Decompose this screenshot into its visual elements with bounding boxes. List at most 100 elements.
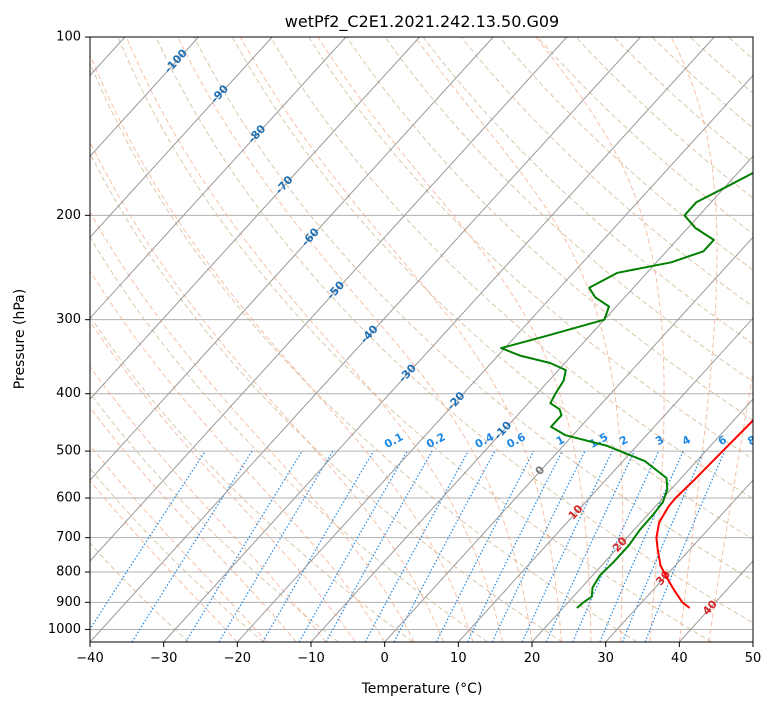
mixing-ratio-line xyxy=(298,450,408,642)
moist-adiabat xyxy=(125,37,503,642)
isotherm xyxy=(90,37,641,642)
mixing-ratio-line xyxy=(466,450,563,642)
x-tick-label: 0 xyxy=(381,651,389,666)
x-tick-label: 50 xyxy=(745,651,762,666)
dry-adiabat xyxy=(117,37,712,642)
mixing-ratio-label: 2 xyxy=(617,433,630,448)
x-tick-label: −30 xyxy=(150,651,177,666)
pressure-gridlines xyxy=(90,37,753,630)
isotherm xyxy=(531,398,753,642)
dry-adiabat xyxy=(90,467,264,642)
y-tick-label: 700 xyxy=(56,530,81,545)
mixing-ratio-label: 10 xyxy=(764,431,775,450)
isotherms xyxy=(90,37,753,642)
moist-adiabat xyxy=(90,365,327,642)
y-tick-label: 400 xyxy=(56,386,81,401)
mixing-ratio-line xyxy=(572,450,660,642)
mixing-ratio-line xyxy=(90,450,206,631)
x-tick-label: −10 xyxy=(297,651,324,666)
x-tick-label: 40 xyxy=(671,651,688,666)
dry-adiabat xyxy=(90,61,638,642)
x-axis-label: Temperature (°C) xyxy=(361,681,483,697)
moist-adiabat xyxy=(90,269,386,642)
mixing-ratio-label: 4 xyxy=(680,433,693,448)
moist-adiabat xyxy=(90,211,415,642)
mixing-ratio-label: 0.1 xyxy=(382,430,405,451)
mixing-ratio-line xyxy=(621,450,705,642)
y-tick-label: 100 xyxy=(56,30,81,45)
y-tick-label: 300 xyxy=(56,312,81,327)
mixing-ratio-line xyxy=(599,450,684,642)
temperature-profile-line xyxy=(655,418,753,609)
mixing-ratio-line xyxy=(218,450,334,642)
moist-adiabat xyxy=(708,368,753,642)
dry-adiabat xyxy=(90,235,488,642)
dry-adiabat xyxy=(193,37,753,582)
dry-adiabat xyxy=(90,315,414,642)
mixing-ratio-line xyxy=(364,450,469,642)
isotherm xyxy=(457,317,753,642)
y-tick-label: 200 xyxy=(56,208,81,223)
y-axis-ticks: 100 200 300 400 500 600 700 800 900 1000 xyxy=(48,30,90,637)
mixing-ratio-line xyxy=(521,450,613,642)
moist-adiabat xyxy=(90,480,238,642)
moist-adiabat xyxy=(90,444,268,642)
dry-adiabat xyxy=(767,37,775,642)
dry-adiabat xyxy=(575,37,753,199)
moist-adiabat xyxy=(90,52,474,642)
isotherm xyxy=(90,37,347,319)
dry-adiabat xyxy=(90,542,190,642)
mixing-ratio-line xyxy=(185,450,303,642)
isotherm xyxy=(90,37,494,481)
dry-adiabat xyxy=(384,37,753,383)
dry-adiabat xyxy=(422,37,753,345)
chart-title: wetPf2_C2E1.2021.242.13.50.G09 xyxy=(285,12,559,32)
mixing-ratio-label: 3 xyxy=(653,433,666,448)
mixing-ratio-line xyxy=(545,450,635,642)
moist-adiabat xyxy=(90,320,356,642)
mixing-ratio-line xyxy=(262,450,375,642)
y-axis-label: Pressure (hPa) xyxy=(12,289,28,389)
y-tick-label: 500 xyxy=(56,444,81,459)
mixing-ratio-lines xyxy=(90,450,726,642)
moist-adiabat xyxy=(177,37,533,642)
x-axis-ticks: −40 −30 −20 −10 0 10 20 30 40 50 xyxy=(76,642,761,666)
moist-adiabat xyxy=(414,37,624,642)
isotherm xyxy=(310,155,753,642)
x-tick-label: −40 xyxy=(76,651,103,666)
mixing-ratio-line xyxy=(131,450,253,642)
x-tick-label: 20 xyxy=(524,651,541,666)
dry-adiabat xyxy=(90,392,339,642)
isotherm xyxy=(384,236,753,642)
y-tick-label: 1000 xyxy=(48,622,81,637)
moist-adiabat xyxy=(670,37,718,642)
isotherm xyxy=(605,479,753,642)
x-tick-label: −20 xyxy=(224,651,251,666)
plot-area: -100-90-80-70-60-50-40-30-20-10010203040… xyxy=(90,37,775,642)
isotherm xyxy=(90,37,199,158)
dry-adiabat xyxy=(613,37,753,164)
moist-adiabat xyxy=(535,37,665,642)
mixing-ratio-line xyxy=(435,450,535,642)
dry-adiabat xyxy=(346,37,753,421)
mixing-ratio-line xyxy=(393,450,496,642)
y-tick-label: 900 xyxy=(56,595,81,610)
x-tick-label: 10 xyxy=(450,651,467,666)
moist-adiabat xyxy=(317,37,592,642)
isotherm xyxy=(90,37,273,238)
moist-adiabat xyxy=(90,406,297,642)
y-tick-label: 600 xyxy=(56,491,81,506)
dry-adiabat xyxy=(231,37,753,540)
dry-adiabat xyxy=(460,37,753,308)
dry-adiabat xyxy=(689,37,753,94)
moist-adiabat xyxy=(240,37,562,642)
moist-adiabats xyxy=(90,37,753,642)
dry-adiabat xyxy=(537,37,753,235)
mixing-ratio-line xyxy=(491,450,586,642)
isotherm xyxy=(163,37,715,642)
plot-frame xyxy=(89,36,754,643)
isotherm xyxy=(236,74,753,642)
dry-adiabat xyxy=(270,37,753,500)
dry-adiabat xyxy=(90,152,563,642)
mixing-ratio-line xyxy=(325,450,433,642)
